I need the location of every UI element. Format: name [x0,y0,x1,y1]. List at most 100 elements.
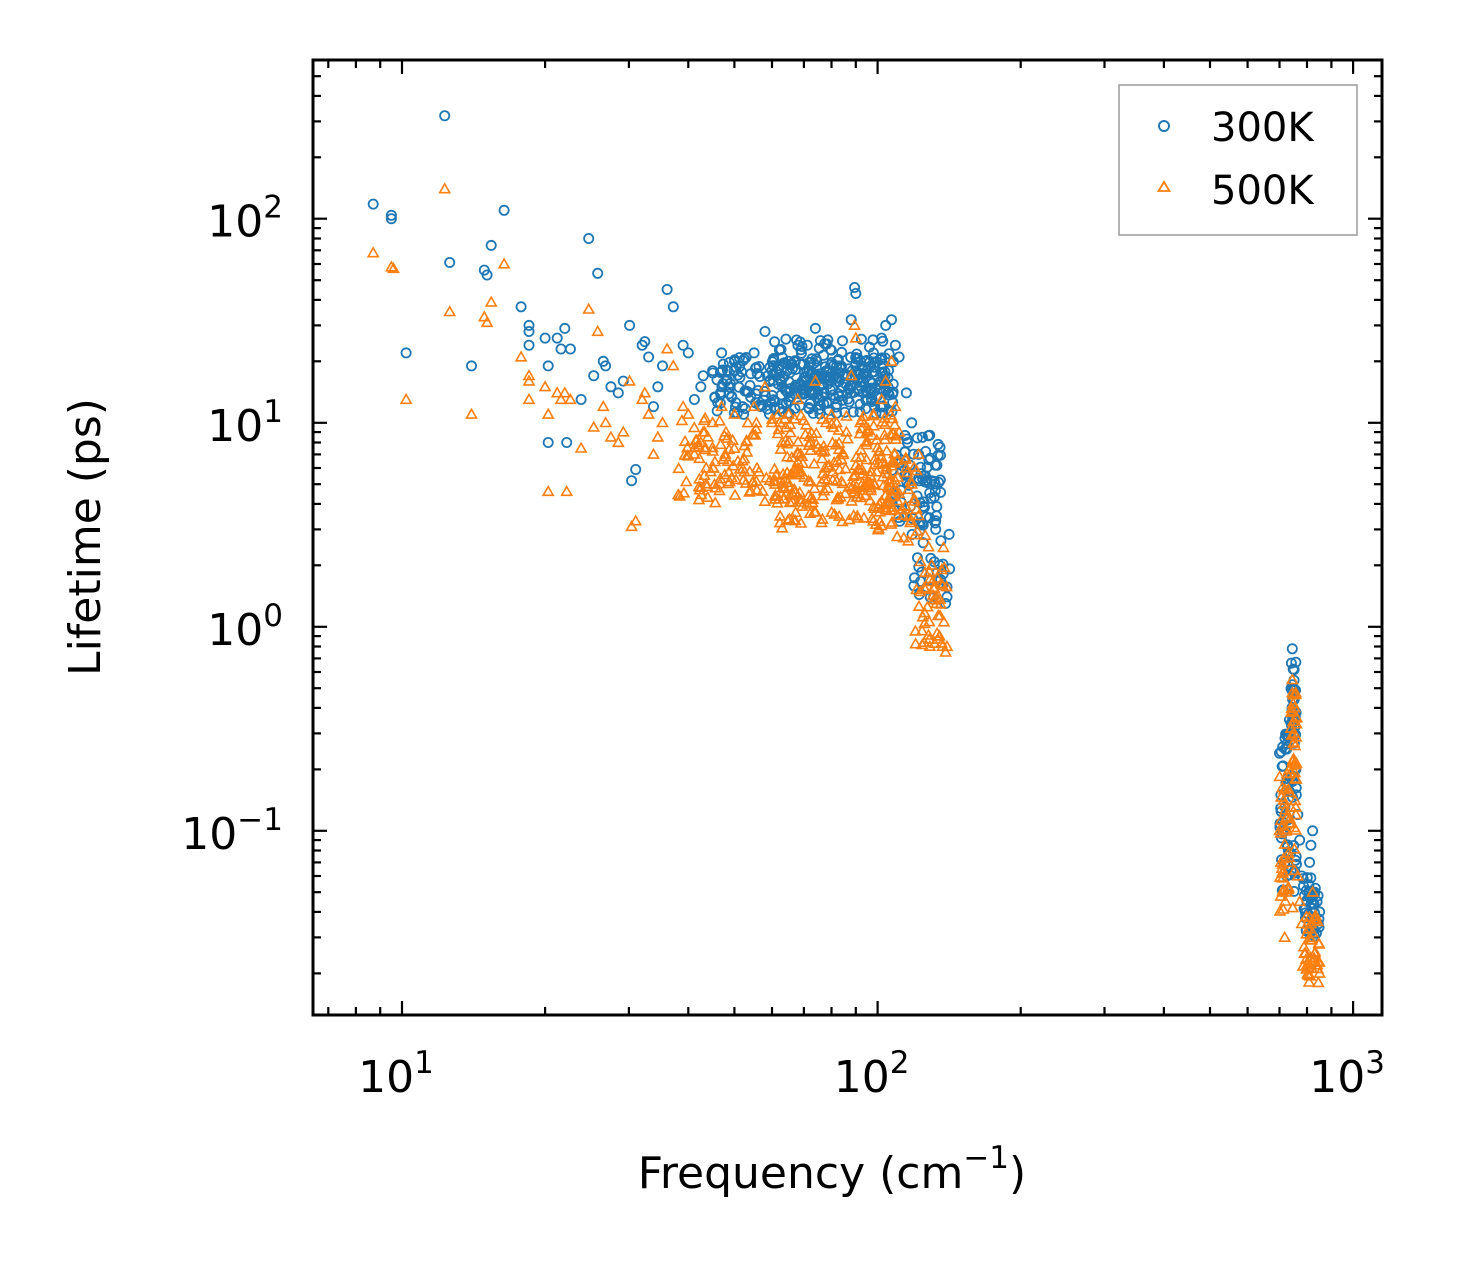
point-500k [550,386,564,398]
point-500k [925,558,939,570]
point-500k [926,588,940,600]
point-500k [878,457,892,469]
point-300k [868,352,880,364]
point-500k [789,505,802,518]
point-300k [882,381,894,393]
point-300k [539,332,551,344]
point-500k [854,491,867,503]
point-300k [889,339,901,351]
point-500k [878,428,891,440]
point-500k [1309,909,1323,921]
point-500k [625,519,638,532]
point-300k [836,346,848,358]
point-500k [522,392,536,405]
point-500k [746,427,760,440]
point-300k [617,375,629,387]
point-500k [829,438,843,450]
point-300k [667,301,679,313]
point-500k [838,486,852,499]
point-500k [713,414,726,426]
point-500k [675,413,689,426]
point-500k [773,516,787,528]
point-500k [940,639,954,652]
point-500k [791,435,805,447]
point-500k [899,451,913,463]
point-500k [484,295,498,307]
point-500k [1273,904,1287,916]
point-500k [1283,762,1296,774]
point-500k [804,491,818,503]
point-300k [783,355,795,367]
point-500k [910,524,924,536]
point-500k [918,617,931,629]
point-300k [849,281,861,293]
point-500k [1287,736,1301,748]
point-300k [804,387,816,399]
point-500k [1286,696,1300,709]
point-300k [737,401,749,413]
point-300k [825,344,837,356]
point-300k [867,347,879,359]
point-500k [743,485,756,497]
point-300k [626,475,638,487]
point-300k [465,360,477,372]
point-300k [697,370,709,382]
point-300k [523,325,535,337]
point-500k [758,494,772,507]
point-500k [728,407,741,419]
point-300k [845,314,857,326]
point-500k [922,632,936,644]
point-300k [893,351,905,363]
point-500k [1282,785,1296,798]
point-500k [666,359,680,371]
point-500k [736,454,749,466]
point-500k [692,493,706,505]
point-500k [1311,976,1325,988]
point-300k [707,365,719,377]
point-500k [1274,855,1288,867]
point-300k [751,368,763,380]
point-300k [931,459,943,471]
point-500k [774,442,788,454]
point-500k [771,407,785,420]
point-500k [802,489,815,501]
point-300k [854,355,866,367]
point-500k [772,422,786,435]
point-300k [755,400,767,412]
point-500k [749,474,763,486]
point-300k [780,397,792,409]
point-300k [824,374,836,386]
point-500k [830,416,843,428]
point-300k [931,510,943,522]
point-300k [780,333,792,345]
legend-marker-300k [1158,120,1170,132]
point-500k [768,474,782,486]
point-500k [1288,863,1302,876]
point-500k [860,434,874,446]
point-500k [721,454,735,467]
point-500k [656,416,669,428]
point-500k [752,465,766,477]
point-500k [782,407,795,419]
point-500k [564,392,577,405]
point-300k [759,325,771,337]
point-300k [920,445,932,457]
point-500k [885,354,898,366]
point-500k [775,435,789,448]
point-500k [793,492,806,505]
point-500k [1284,705,1298,718]
point-500k [879,503,892,515]
point-500k [1276,864,1290,877]
point-500k [784,426,797,438]
point-500k [1273,824,1286,836]
point-500k [778,482,792,494]
point-300k [721,364,733,376]
point-300k [695,381,707,393]
point-500k [880,444,894,456]
point-300k [906,417,918,429]
point-500k [872,497,886,509]
point-500k [892,486,906,499]
point-500k [937,540,950,553]
point-500k [791,455,805,467]
point-500k [807,505,821,517]
